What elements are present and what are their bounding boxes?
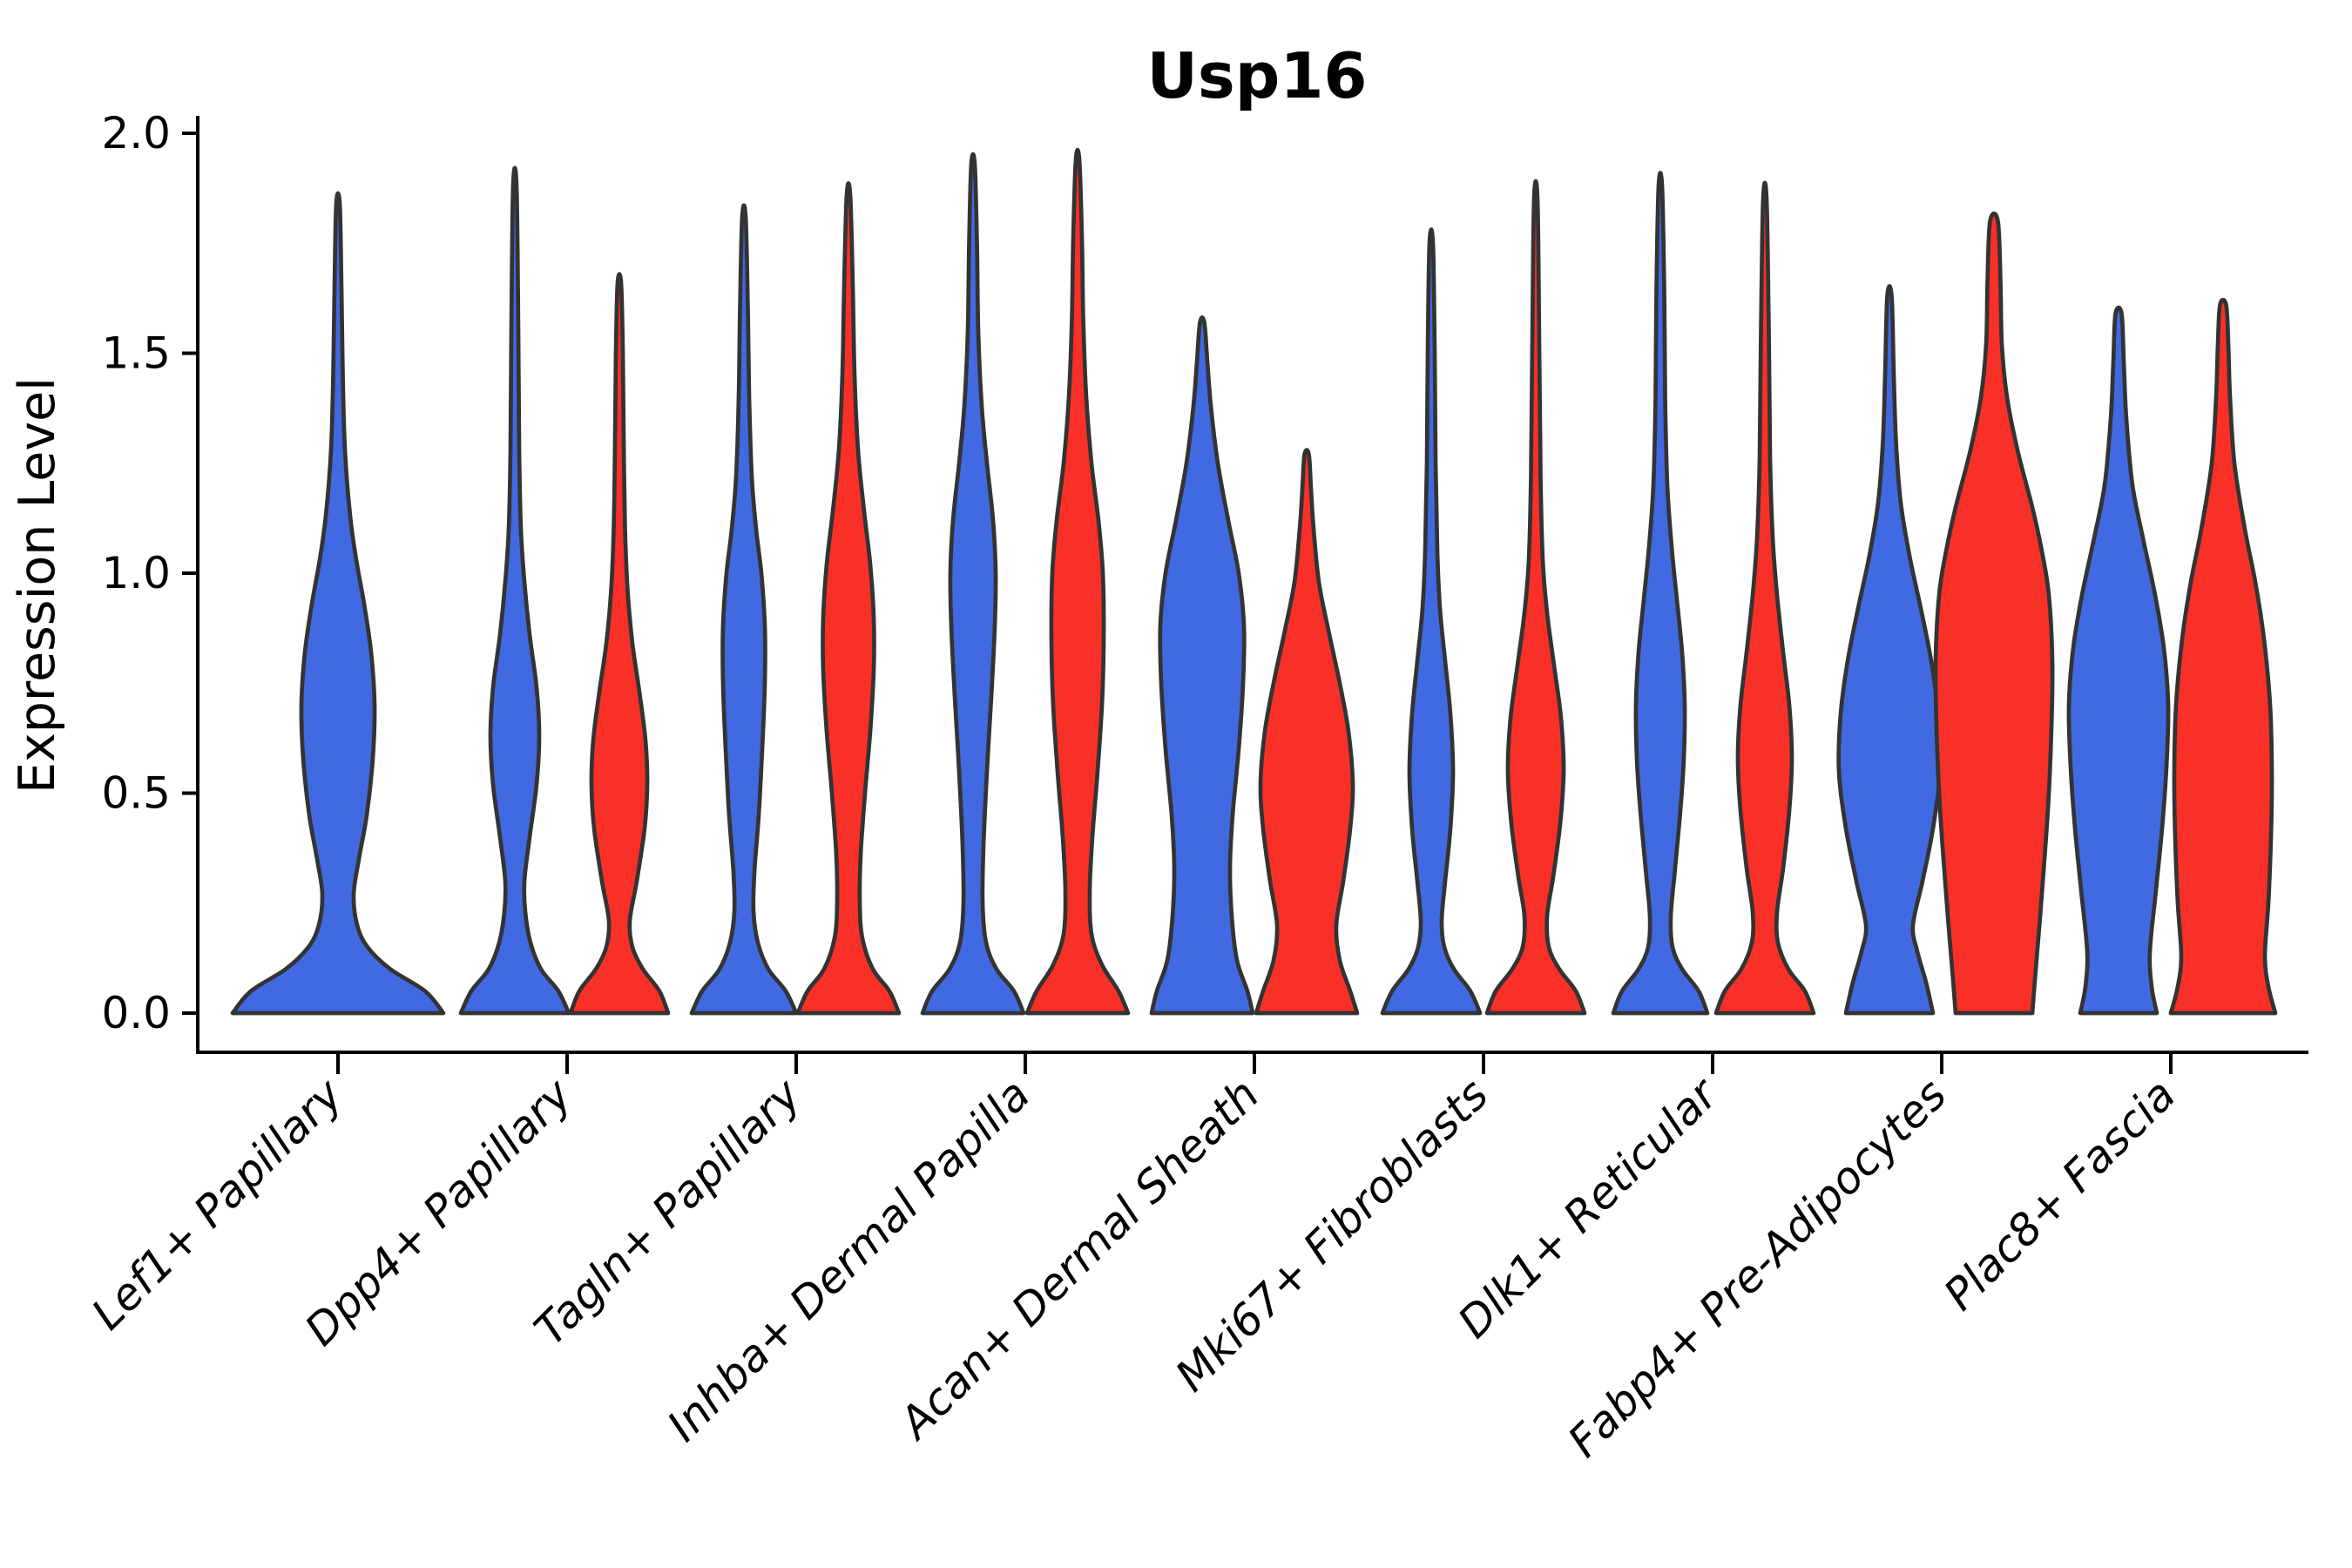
- violin-mki67-fibroblasts-red: [1484, 179, 1587, 1016]
- violin-fabp4-pre-adipocytes-red: [1933, 211, 2055, 1016]
- violin-fabp4-pre-adipocytes-blue: [1836, 284, 1943, 1016]
- violin-lef1-papillary-blue: [230, 191, 446, 1016]
- y-axis: 0.0 0.5 1.0 1.5 2.0: [101, 108, 199, 1054]
- violin-mki67-fibroblasts-blue: [1380, 227, 1483, 1016]
- violin-dlk1-reticular-red: [1713, 180, 1816, 1016]
- violin-dpp4-papillary-red: [568, 272, 671, 1016]
- y-tick-label: 0.5: [101, 768, 171, 819]
- plot-title: Usp16: [1146, 39, 1367, 112]
- y-tick-label: 2.0: [101, 108, 171, 159]
- violin-acan-dermal-sheath-red: [1254, 448, 1360, 1016]
- violin-dlk1-reticular-blue: [1611, 171, 1710, 1016]
- violin-dpp4-papillary-blue: [458, 166, 571, 1016]
- violin-tagln-papillary-blue: [689, 203, 799, 1016]
- violin-plac8-fascia-red: [2168, 297, 2278, 1016]
- violin-inhba-dermal-papilla-red: [1024, 147, 1131, 1016]
- y-tick-label: 1.0: [101, 548, 171, 598]
- y-tick-label: 0.0: [101, 988, 171, 1038]
- violins-group: [230, 147, 2278, 1016]
- violin-plac8-fascia-blue: [2066, 305, 2171, 1016]
- y-tick-label: 1.5: [101, 328, 171, 379]
- y-axis-title: Expression Level: [9, 377, 66, 794]
- violin-inhba-dermal-papilla-blue: [920, 152, 1026, 1016]
- violin-acan-dermal-sheath-blue: [1149, 315, 1255, 1016]
- violin-tagln-papillary-red: [795, 181, 902, 1016]
